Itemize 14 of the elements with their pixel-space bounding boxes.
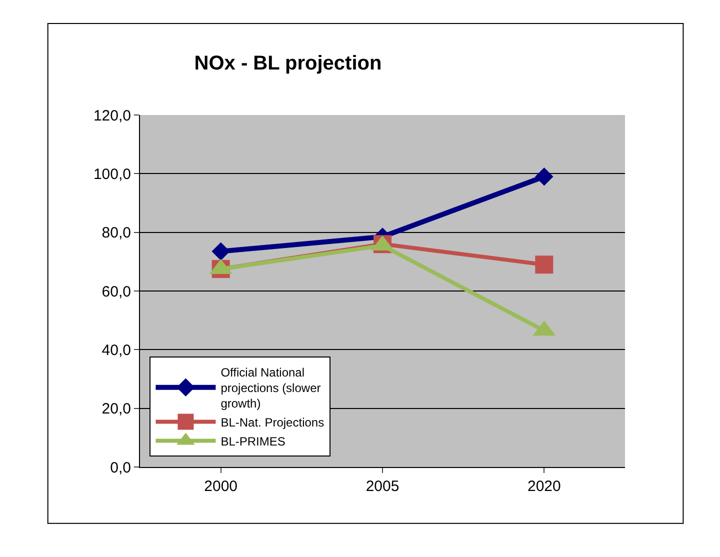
legend-label: Official National projections (slower growth) <box>220 365 321 411</box>
y-tick-label: 100,0 <box>93 166 131 183</box>
legend-label: BL-Nat. Projections <box>220 415 324 430</box>
y-tick-label: 20,0 <box>102 400 131 418</box>
y-tick-label: 0,0 <box>110 459 131 476</box>
y-tick-label: 40,0 <box>102 342 131 359</box>
x-tick-label: 2020 <box>527 478 561 495</box>
y-tick-label: 120,0 <box>93 107 131 124</box>
x-tick-label: 2005 <box>366 478 400 495</box>
legend-label: BL-PRIMES <box>220 434 286 448</box>
y-tick-label: 80,0 <box>102 224 131 242</box>
chart-title: NOx - BL projection <box>194 52 382 75</box>
y-tick-label: 60,0 <box>102 283 131 300</box>
x-tick-label: 2000 <box>204 478 238 495</box>
